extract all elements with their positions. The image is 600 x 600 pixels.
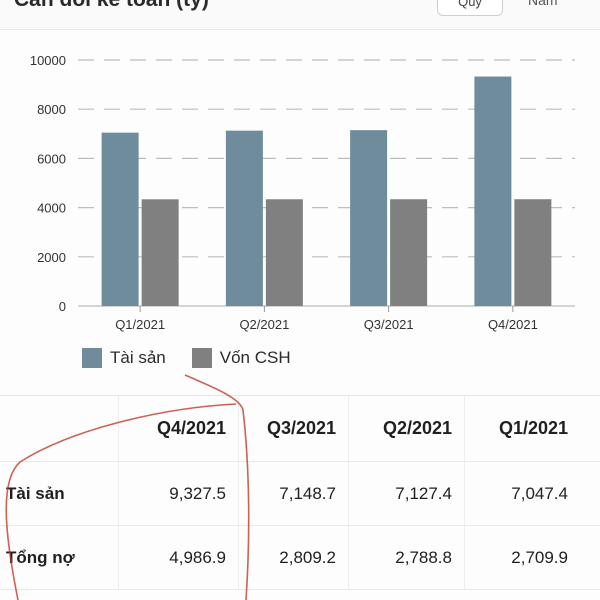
table-row: Tổng nợ 4,986.9 2,809.2 2,788.8 2,709.9 xyxy=(0,526,600,590)
column-header-q3: Q3/2021 xyxy=(238,396,348,461)
section-title: Cân đối kế toán (tỷ) xyxy=(14,0,209,12)
legend-label-equity: Vốn CSH xyxy=(219,348,291,367)
table-header-row: Q4/2021 Q3/2021 Q2/2021 Q1/2021 xyxy=(0,396,600,462)
legend-item-assets[interactable]: Tài sản xyxy=(82,348,166,368)
cell-debt-q2: 2,788.8 xyxy=(348,526,464,589)
bar-assets xyxy=(101,132,139,306)
y-tick-label: 10000 xyxy=(30,53,66,68)
cell-assets-q4: 9,327.5 xyxy=(118,462,238,525)
section-header: Cân đối kế toán (tỷ) Quý Năm xyxy=(0,0,600,30)
bar-assets xyxy=(350,130,388,306)
cell-debt-q4: 4,986.9 xyxy=(118,526,238,589)
x-tick-label: Q2/2021 xyxy=(239,317,289,332)
cell-assets-q2: 7,127.4 xyxy=(348,462,464,525)
table-header-empty xyxy=(0,396,118,461)
bar-assets xyxy=(474,76,512,306)
row-label-total-debt: Tổng nợ xyxy=(6,547,75,567)
bar-equity xyxy=(265,199,303,306)
bar-equity xyxy=(141,199,179,306)
balance-table: Q4/2021 Q3/2021 Q2/2021 Q1/2021 Tài sản … xyxy=(0,395,600,600)
y-tick-label: 0 xyxy=(59,299,66,314)
balance-chart: 0 2000 4000 6000 8000 10000 Q1/2021 Q2/2021 Q3/2… xyxy=(0,40,600,340)
table-row: Tài sản 9,327.5 7,148.7 7,127.4 7,047.4 xyxy=(0,462,600,526)
chart-legend: Tài sản Vốn CSH xyxy=(82,348,291,368)
y-tick-label: 2000 xyxy=(37,250,66,265)
x-tick-label: Q4/2021 xyxy=(488,317,538,332)
bar-equity xyxy=(514,199,552,306)
period-quarter-button[interactable]: Quý xyxy=(437,0,503,16)
x-tick-label: Q1/2021 xyxy=(115,317,165,332)
y-tick-label: 4000 xyxy=(37,201,66,216)
column-header-q2: Q2/2021 xyxy=(348,396,464,461)
column-header-q1: Q1/2021 xyxy=(464,396,580,461)
legend-label-assets: Tài sản xyxy=(110,348,166,367)
cell-debt-q1: 2,709.9 xyxy=(464,526,580,589)
cell-assets-q1: 7,047.4 xyxy=(464,462,580,525)
legend-item-equity[interactable]: Vốn CSH xyxy=(191,348,291,368)
bar-chart-svg: 0 2000 4000 6000 8000 10000 Q1/2021 Q2/2021 Q3/2… xyxy=(30,53,575,332)
row-label-assets: Tài sản xyxy=(6,483,65,503)
column-header-q4: Q4/2021 xyxy=(118,396,238,461)
bar-equity xyxy=(390,199,428,306)
y-tick-label: 8000 xyxy=(37,102,66,117)
legend-swatch-equity xyxy=(191,348,212,368)
x-tick-label: Q3/2021 xyxy=(364,317,414,332)
y-tick-label: 6000 xyxy=(37,151,66,166)
cell-assets-q3: 7,148.7 xyxy=(238,462,348,525)
cell-debt-q3: 2,809.2 xyxy=(238,526,348,589)
bar-assets xyxy=(225,130,263,306)
legend-swatch-assets xyxy=(82,348,102,368)
period-year-tab[interactable]: Năm xyxy=(528,0,558,8)
